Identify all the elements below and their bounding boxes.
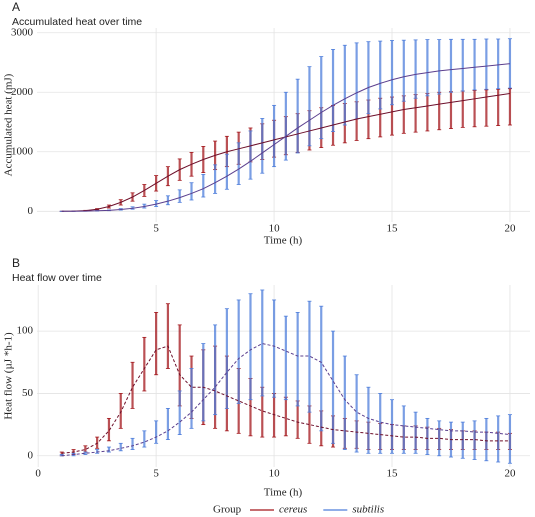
chart-title: Heat flow over time <box>12 272 102 284</box>
mean-line <box>61 343 511 457</box>
y-tick-label: 0 <box>28 449 34 461</box>
y-tick-label: 2000 <box>11 86 34 98</box>
x-tick-label: 20 <box>504 223 516 235</box>
x-axis-title: Time (h) <box>264 235 303 247</box>
x-tick-label: 15 <box>387 223 399 235</box>
legend-label: subtilis <box>352 504 384 516</box>
y-tick-label: 0 <box>28 205 34 217</box>
x-tick-label: 5 <box>153 223 159 235</box>
marks <box>59 38 512 464</box>
x-axis-title: Time (h) <box>264 487 303 499</box>
mean-line <box>61 63 511 212</box>
y-tick-label: 1000 <box>11 145 34 157</box>
x-tick-label: 0 <box>35 468 41 480</box>
panel-label: A <box>12 0 20 14</box>
legend-title: Group <box>213 504 242 516</box>
panel-label: B <box>12 256 20 270</box>
x-tick-label: 5 <box>153 468 159 480</box>
y-tick-label: 3000 <box>11 26 34 38</box>
y-axis-title: Heat flow (µJ *h-1) <box>3 332 15 420</box>
x-tick-label: 10 <box>269 223 281 235</box>
legend-label: cereus <box>279 504 307 516</box>
x-tick-label: 10 <box>269 468 281 480</box>
x-tick-label: 20 <box>504 468 516 480</box>
mean-line <box>61 345 510 454</box>
y-tick-label: 50 <box>22 387 34 399</box>
x-tick-label: 15 <box>387 468 399 480</box>
y-axis-title: Accumulated heat (mJ) <box>3 73 15 176</box>
y-tick-label: 100 <box>17 325 34 337</box>
chart-title: Accumulated heat over time <box>12 16 142 28</box>
